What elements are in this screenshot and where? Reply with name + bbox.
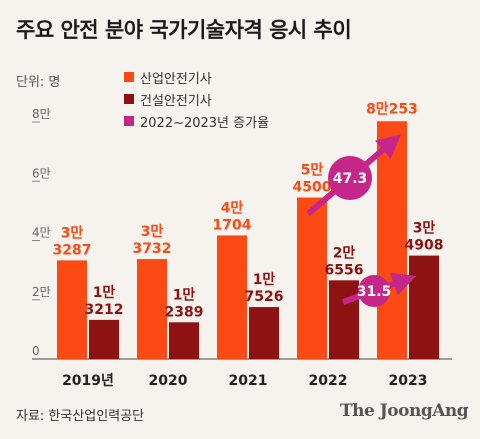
- data-label: 2389: [165, 304, 204, 320]
- bar-industrial: [137, 259, 167, 359]
- brand-logo: The JoongAng: [340, 401, 469, 421]
- y-tick-label: 8만: [32, 107, 51, 121]
- data-label: 6556: [325, 262, 364, 278]
- growth-circle: [358, 275, 390, 307]
- x-tick-label: 2020: [149, 373, 188, 389]
- unit-label: 단위: 명: [16, 75, 61, 90]
- growth-circle: [328, 156, 372, 200]
- data-label: 3287: [53, 242, 92, 258]
- growth-rate-label: 31.5: [357, 284, 392, 300]
- x-tick-label: 2019년: [62, 373, 114, 389]
- data-label: 1만: [253, 272, 276, 288]
- bar-construction: [409, 255, 439, 359]
- data-label: 1704: [213, 217, 252, 233]
- data-label: 4만: [221, 200, 244, 216]
- data-label: 3212: [85, 302, 124, 318]
- bar-construction: [249, 307, 279, 359]
- bar-construction: [89, 319, 119, 359]
- data-label: 3만: [413, 221, 436, 237]
- x-tick-label: 2021: [229, 373, 268, 389]
- x-tick-label: 2023: [389, 373, 428, 389]
- legend-swatch-construction: [124, 94, 134, 104]
- bar-industrial: [297, 197, 327, 359]
- data-label: 7526: [245, 289, 284, 305]
- data-label: 3만: [141, 224, 164, 240]
- data-label: 3만: [61, 225, 84, 241]
- y-tick-label: 6만: [32, 166, 51, 180]
- legend-label-construction: 건설안전기사: [140, 93, 212, 109]
- bar-construction: [169, 322, 199, 359]
- bar-industrial: [377, 121, 407, 359]
- y-tick-label: 0: [32, 344, 40, 358]
- data-label: 3732: [133, 241, 172, 257]
- y-tick-label: 2만: [32, 285, 51, 299]
- bar-industrial: [217, 235, 247, 359]
- bar-construction: [329, 280, 359, 359]
- data-label: 5만: [301, 163, 324, 179]
- y-tick-label: 4만: [32, 226, 51, 240]
- legend: 산업안전기사 건설안전기사 2022~2023년 증가율: [124, 66, 269, 132]
- data-label: 1만: [173, 287, 196, 303]
- data-label: 4908: [405, 238, 444, 254]
- legend-item-construction: 건설안전기사: [124, 88, 269, 110]
- legend-item-industrial: 산업안전기사: [124, 66, 269, 88]
- data-label: 4500: [293, 180, 332, 196]
- legend-item-growth: 2022~2023년 증가율: [124, 110, 269, 132]
- legend-label-industrial: 산업안전기사: [140, 71, 212, 87]
- source-note: 자료: 한국산업인력공단: [16, 409, 145, 424]
- data-label: 8만253: [366, 101, 418, 117]
- growth-rate-label: 47.3: [333, 171, 368, 187]
- legend-swatch-growth: [124, 116, 134, 126]
- chart-title: 주요 안전 분야 국가기술자격 응시 추이: [16, 18, 352, 42]
- legend-swatch-industrial: [124, 72, 134, 82]
- data-label: 1만: [93, 285, 116, 301]
- bar-industrial: [57, 260, 87, 359]
- x-tick-label: 2022: [309, 373, 348, 389]
- data-label: 2만: [333, 245, 356, 261]
- legend-label-growth: 2022~2023년 증가율: [140, 115, 270, 131]
